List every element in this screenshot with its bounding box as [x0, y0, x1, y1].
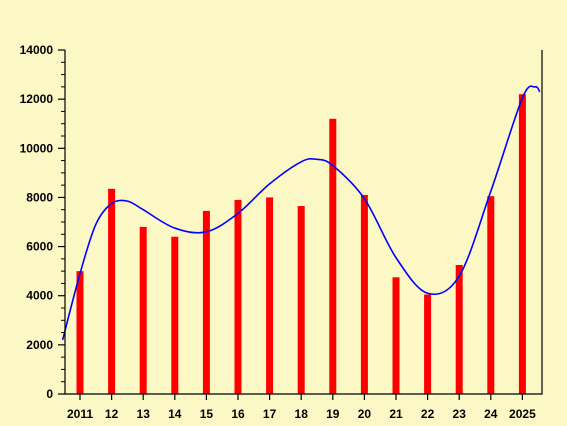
bar-12: [108, 188, 116, 394]
y-tick-label: 4000: [26, 289, 53, 303]
bar-14: [171, 236, 179, 394]
x-tick-label: 19: [326, 407, 340, 421]
x-tick-label: 18: [295, 407, 309, 421]
x-tick-label: 21: [389, 407, 403, 421]
axes-layer: [58, 49, 543, 400]
y-tick-label: 14000: [20, 43, 54, 57]
x-tick-label: 16: [231, 407, 245, 421]
bars-layer: [76, 94, 526, 395]
y-tick-label: 12000: [20, 92, 54, 106]
x-tick-label: 13: [137, 407, 151, 421]
labels-layer: 0 2000 4000 6000 8000 10000 12000 14000 2011 12 13…: [20, 43, 536, 421]
bar-2011: [76, 271, 84, 394]
x-tick-label: 24: [484, 407, 498, 421]
bar-24: [487, 196, 495, 394]
bar-17: [266, 197, 274, 394]
bar-2025: [518, 94, 526, 394]
x-tick-label: 17: [263, 407, 277, 421]
bar-16: [234, 199, 242, 394]
trend-line-layer: [61, 85, 541, 341]
x-tick-label: 14: [168, 407, 182, 421]
bar-23: [455, 265, 463, 394]
trend-line: [61, 85, 541, 341]
bar-15: [202, 210, 210, 394]
x-tick-label: 2025: [509, 407, 536, 421]
x-tick-label: 23: [453, 407, 467, 421]
y-tick-label: 2000: [26, 338, 53, 352]
y-tick-label: 8000: [26, 190, 53, 204]
x-tick-label: 12: [105, 407, 119, 421]
bar-13: [139, 226, 147, 394]
y-tick-label: 0: [46, 387, 53, 401]
x-tick-label: 2011: [67, 407, 93, 421]
x-tick-label: 20: [358, 407, 372, 421]
bar-19: [329, 118, 337, 395]
x-tick-label: 22: [421, 407, 435, 421]
bar-18: [297, 206, 305, 394]
x-tick-label: 15: [200, 407, 214, 421]
y-tick-label: 10000: [20, 141, 54, 155]
bar-20: [360, 194, 368, 394]
y-tick-label: 6000: [26, 240, 53, 254]
bar-21: [392, 277, 400, 394]
bar-22: [424, 294, 432, 394]
